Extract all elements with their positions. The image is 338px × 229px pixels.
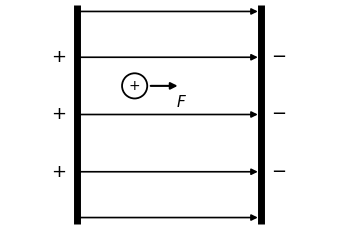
Text: +: + bbox=[52, 48, 67, 66]
Text: F: F bbox=[177, 95, 186, 110]
Text: +: + bbox=[52, 106, 67, 123]
Text: +: + bbox=[129, 79, 141, 93]
Text: −: − bbox=[271, 106, 287, 123]
Text: +: + bbox=[52, 163, 67, 181]
Text: −: − bbox=[271, 163, 287, 181]
Text: −: − bbox=[271, 48, 287, 66]
